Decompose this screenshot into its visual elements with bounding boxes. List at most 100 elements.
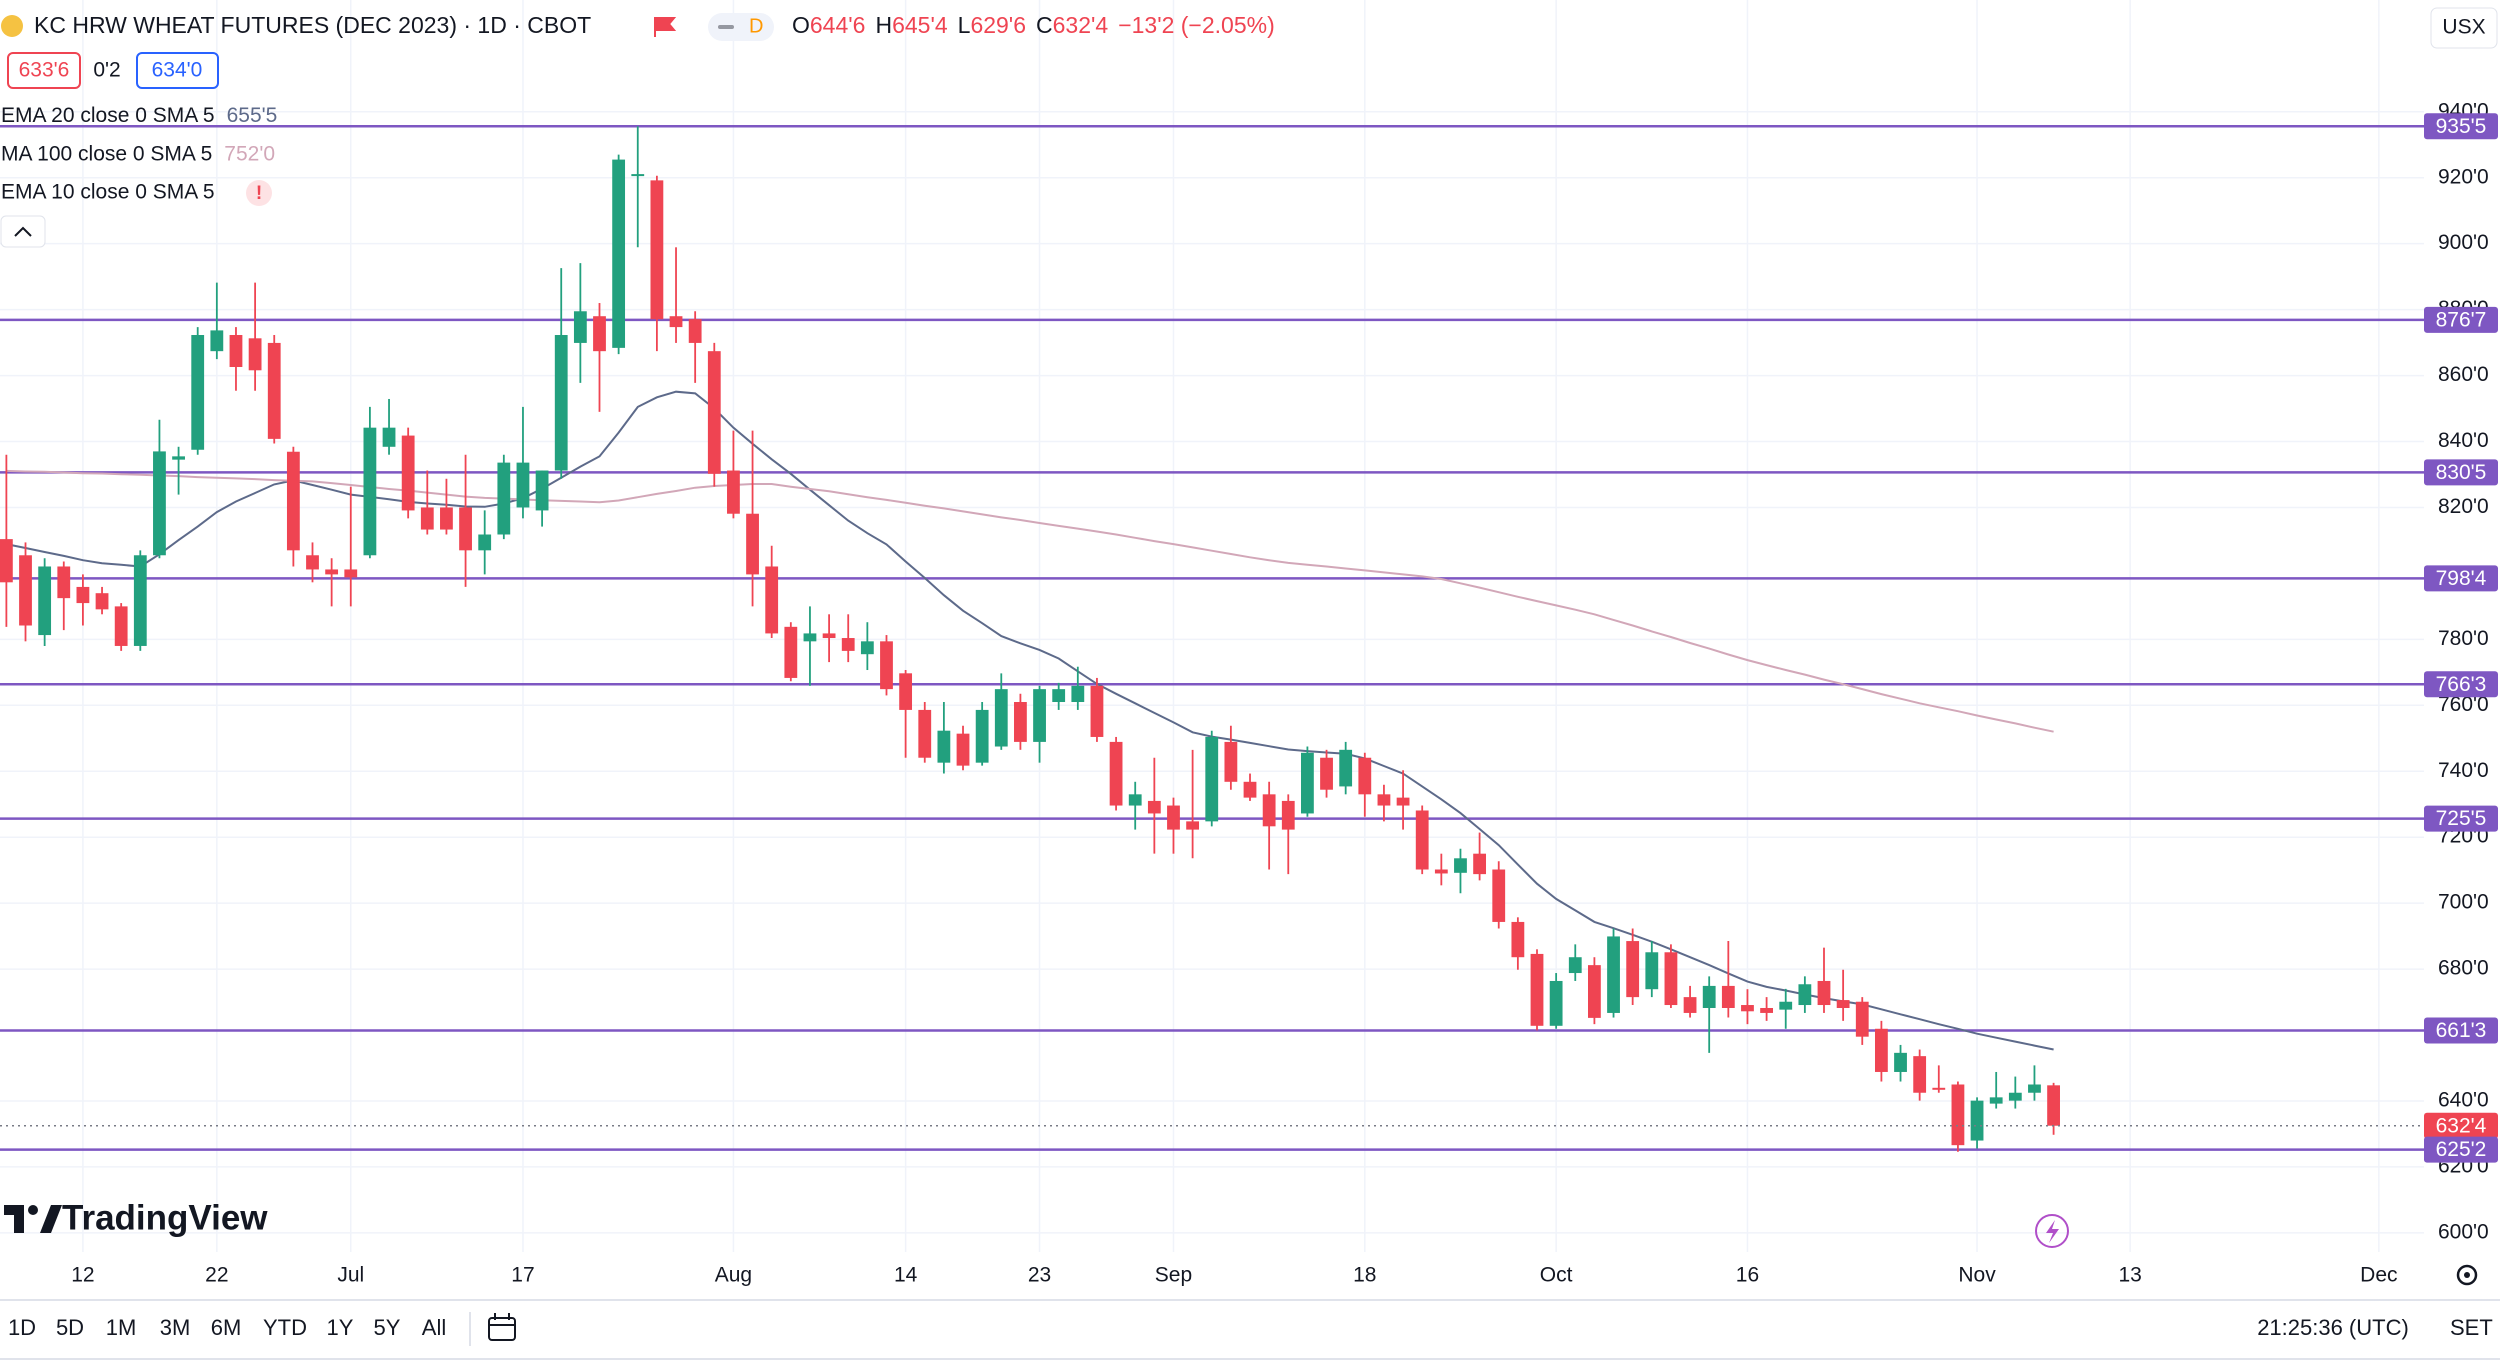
candle-body <box>822 633 836 639</box>
price-level-label: 830'5 <box>2436 461 2487 484</box>
candle-body <box>191 335 205 450</box>
y-tick-label: 820'0 <box>2438 495 2489 518</box>
clock: 21:25:36 (UTC) <box>2257 1315 2409 1340</box>
y-tick-label: 700'0 <box>2438 891 2489 914</box>
x-tick-label: Oct <box>1540 1264 1573 1287</box>
plot-area <box>0 124 2424 1152</box>
ask-price: 634'0 <box>152 59 203 82</box>
candle-body <box>516 462 530 508</box>
candle-body <box>267 342 281 439</box>
candle-body <box>440 507 453 530</box>
candle-body <box>497 462 511 535</box>
candle-body <box>554 335 568 471</box>
symbol-title[interactable]: KC HRW WHEAT FUTURES (DEC 2023) · 1D · C… <box>34 12 591 38</box>
candle-body <box>1721 985 1735 1008</box>
indicator-legend-row[interactable]: EMA 10 close 0 SMA 5 <box>1 181 215 204</box>
x-tick-label: Jul <box>337 1264 364 1287</box>
indicator-legend-row[interactable]: MA 100 close 0 SMA 5 752'0 <box>1 142 275 165</box>
candle-body <box>1760 1007 1773 1013</box>
candle-body <box>1205 736 1219 822</box>
candle-body <box>1492 869 1506 922</box>
candle-body <box>344 569 358 578</box>
candle-body <box>1626 941 1640 998</box>
range-button[interactable]: YTD <box>263 1315 307 1340</box>
candle-body <box>1951 1084 1965 1146</box>
price-level-box <box>2424 459 2498 486</box>
y-tick-label: 780'0 <box>2438 627 2489 650</box>
grid <box>0 0 2424 1252</box>
candle-body <box>669 316 683 328</box>
candle-body <box>1932 1087 1946 1090</box>
indicator-line <box>6 469 2054 733</box>
range-button[interactable]: All <box>422 1315 446 1340</box>
range-button[interactable]: 5D <box>56 1315 84 1340</box>
y-tick-label: 600'0 <box>2438 1220 2489 1243</box>
ohlc-value: 644'6 <box>810 12 866 38</box>
candle-body <box>1836 1000 1850 1008</box>
candle-body <box>38 566 52 636</box>
candle-body <box>1243 781 1257 798</box>
indicator-name: EMA 20 close 0 SMA 5 <box>1 104 215 127</box>
price-level-label: 725'5 <box>2436 807 2487 830</box>
candle-body <box>1664 952 1678 1006</box>
candle-body <box>1645 952 1659 990</box>
bid-price: 633'6 <box>19 59 70 82</box>
candle-body <box>1855 1001 1869 1037</box>
last-price-label: 632'4 <box>2436 1114 2487 1137</box>
range-toolbar: 1D 5D 1M 3M 6M YTD 1Y 5Y All <box>8 1315 446 1340</box>
range-button[interactable]: 1M <box>106 1315 137 1340</box>
range-button[interactable]: 5Y <box>374 1315 401 1340</box>
candle-body <box>956 733 970 766</box>
bid-chip[interactable] <box>7 52 81 89</box>
candle-body <box>1147 800 1161 814</box>
candle-body <box>803 633 817 642</box>
candle-body <box>975 709 989 763</box>
indicator-legend-row[interactable]: EMA 20 close 0 SMA 5 655'5 <box>1 104 277 127</box>
candle-body <box>1607 936 1620 1013</box>
flag-icon[interactable] <box>654 17 677 37</box>
x-tick-label: 17 <box>511 1264 534 1287</box>
spread: 0'2 <box>93 59 120 82</box>
candle-body <box>459 507 472 551</box>
range-button[interactable]: 1Y <box>327 1315 354 1340</box>
candle-body <box>1377 794 1391 806</box>
candle-body <box>172 456 185 460</box>
range-button[interactable]: 1D <box>8 1315 36 1340</box>
indicator-error-icon: ! <box>256 183 262 204</box>
candle-body <box>2028 1084 2041 1093</box>
y-tick-label: 920'0 <box>2438 165 2489 188</box>
candle-body <box>784 626 798 678</box>
y-tick-label: 860'0 <box>2438 363 2489 386</box>
ask-chip[interactable] <box>136 52 219 89</box>
ohlc-change: −13'2 (−2.05%) <box>1118 12 1275 38</box>
settings-label[interactable]: SET <box>2450 1315 2493 1340</box>
candle-body <box>1588 965 1601 1018</box>
currency-button[interactable] <box>2430 7 2498 49</box>
status-pill[interactable] <box>708 13 774 41</box>
candle-body <box>1301 752 1314 814</box>
lightning-button[interactable] <box>2035 1214 2069 1248</box>
calendar-icon[interactable] <box>488 1313 516 1341</box>
candle-body <box>478 534 492 551</box>
settings-gear[interactable] <box>2456 1264 2478 1286</box>
range-button[interactable]: 3M <box>160 1315 191 1340</box>
candle-body <box>860 641 874 655</box>
ohlc-value: 645'4 <box>892 12 948 38</box>
collapse-button[interactable] <box>0 215 46 248</box>
candle-body <box>153 451 166 556</box>
candle-body <box>1913 1056 1927 1093</box>
candle-body <box>229 335 243 367</box>
x-tick-label: 23 <box>1028 1264 1051 1287</box>
candle-body <box>76 586 90 604</box>
range-button[interactable]: 6M <box>211 1315 242 1340</box>
candle-body <box>918 709 932 758</box>
candle-body <box>1454 858 1467 873</box>
symbol-logo[interactable] <box>1 15 23 37</box>
price-level-label: 935'5 <box>2436 115 2487 138</box>
candle-body <box>688 319 702 343</box>
candle-body <box>612 159 626 348</box>
candle-body <box>994 689 1008 747</box>
price-level-box <box>2424 113 2498 140</box>
